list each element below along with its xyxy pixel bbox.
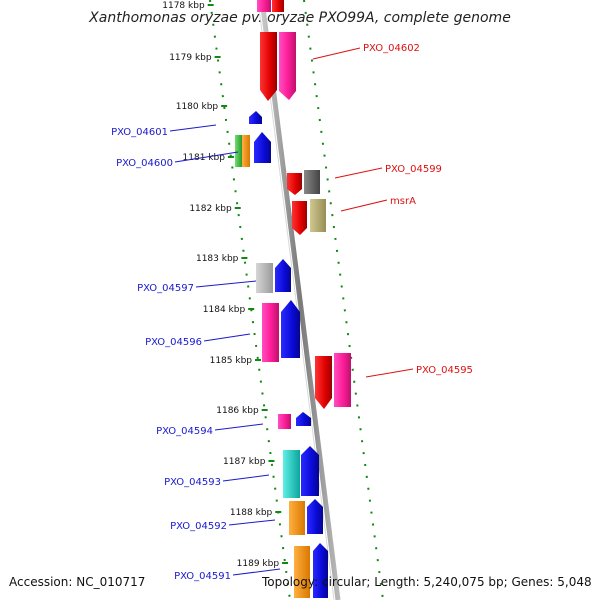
gene-arrow-msra[interactable] xyxy=(292,201,307,235)
accession-text: Accession: NC_010717 xyxy=(9,575,146,589)
gene-arrow-pxo-04591[interactable] xyxy=(313,543,328,598)
gene-label-left[interactable]: PXO_04597 xyxy=(137,283,194,294)
kbp-tick-label: 1188 kbp xyxy=(230,508,273,518)
gene-block-pxo-04592[interactable] xyxy=(289,501,305,535)
gene-leader-line xyxy=(232,568,281,576)
kbp-tick-label: 1180 kbp xyxy=(176,102,219,112)
gene-block-top-red[interactable] xyxy=(272,0,284,12)
gene-arrow-pxo-04600[interactable] xyxy=(254,132,271,163)
gene-leader-line xyxy=(203,333,251,342)
gene-label-left[interactable]: PXO_04594 xyxy=(156,426,213,437)
gene-label-right[interactable]: PXO_04599 xyxy=(385,164,442,175)
backbone-shadow xyxy=(257,0,335,600)
gene-label-left[interactable]: PXO_04600 xyxy=(116,158,173,169)
gene-arrow-pxo-04594[interactable] xyxy=(296,412,311,426)
kbp-tick-labels: 1178 kbp 1179 kbp 1180 kbp 1181 kbp 1182 kbp… xyxy=(162,1,289,569)
gene-arrow-pxo-04596[interactable] xyxy=(281,300,300,358)
gene-block-pxo-04597[interactable] xyxy=(256,263,273,293)
gene-leader-line xyxy=(340,199,388,212)
kbp-tick-label: 1182 kbp xyxy=(189,204,232,214)
gene-leader-line xyxy=(214,423,264,431)
right-tick-ring xyxy=(303,0,384,600)
gene-arrow-pxo-04593[interactable] xyxy=(301,446,319,496)
left-tick-ring xyxy=(209,0,291,600)
kbp-tick-label: 1179 kbp xyxy=(169,53,212,63)
gene-arrow-blue-1183[interactable] xyxy=(275,259,291,292)
gene-leader-line xyxy=(222,474,270,482)
topology-summary: Topology: circular; Length: 5,240,075 bp… xyxy=(262,575,592,589)
gene-arrow-pxo-04592[interactable] xyxy=(307,499,323,534)
gene-arrow-pxo-04602[interactable] xyxy=(279,32,296,100)
kbp-tick-label: 1184 kbp xyxy=(203,305,246,315)
gene-block-pxo-04596[interactable] xyxy=(262,303,279,362)
kbp-tick-label: 1187 kbp xyxy=(223,457,266,467)
gene-label-left[interactable]: PXO_04593 xyxy=(164,477,221,488)
kbp-tick-label: 1185 kbp xyxy=(210,356,253,366)
kbp-tick-label: 1189 kbp xyxy=(237,559,280,569)
gene-leader-line xyxy=(169,124,217,132)
gene-arrow-pxo-04602-red[interactable] xyxy=(260,32,277,101)
kbp-tick-label: 1178 kbp xyxy=(162,1,205,11)
gene-arrow-pxo-04595-red[interactable] xyxy=(315,356,332,409)
gene-label-left[interactable]: PXO_04591 xyxy=(174,571,231,582)
gene-block-top-magenta[interactable] xyxy=(257,0,271,12)
gene-label-left[interactable]: PXO_04592 xyxy=(170,521,227,532)
gene-block-orange-a[interactable] xyxy=(242,135,250,167)
gene-block-pxo-04595[interactable] xyxy=(334,353,351,407)
kbp-tick-label: 1183 kbp xyxy=(196,254,239,264)
gene-label-right[interactable]: PXO_04602 xyxy=(363,43,420,54)
gene-block-pxo-04591[interactable] xyxy=(294,546,310,598)
gene-label-right[interactable]: msrA xyxy=(390,196,416,207)
gene-block-msra[interactable] xyxy=(310,199,326,232)
gene-label-right[interactable]: PXO_04595 xyxy=(416,365,473,376)
gene-block-pxo-04599[interactable] xyxy=(304,170,320,194)
gene-arrow-pxo-04599[interactable] xyxy=(287,173,302,195)
gene-label-left[interactable]: PXO_04601 xyxy=(111,127,168,138)
gene-arrow-pxo-04601[interactable] xyxy=(249,111,262,124)
gene-leader-line xyxy=(228,519,276,526)
kbp-tick-label: 1186 kbp xyxy=(216,406,259,416)
genome-backbone xyxy=(259,0,341,600)
gene-labels: PXO_04601 PXO_04600 PXO_04597 PXO_04596 PXO_… xyxy=(111,43,473,582)
gene-leader-line xyxy=(334,167,383,179)
gene-block-pxo-04593[interactable] xyxy=(283,450,300,498)
kbp-tick-label: 1181 kbp xyxy=(183,153,226,163)
gene-leader-line xyxy=(174,151,239,163)
gene-block-pxo-04594[interactable] xyxy=(278,414,291,429)
gene-label-left[interactable]: PXO_04596 xyxy=(145,337,202,348)
gene-leader-line xyxy=(195,280,257,288)
gene-leader-line xyxy=(365,368,414,378)
gene-block-green[interactable] xyxy=(235,135,242,167)
map-title: Xanthomonas oryzae pv. oryzae PXO99A, co… xyxy=(89,10,511,26)
gene-leader-line xyxy=(312,47,361,60)
